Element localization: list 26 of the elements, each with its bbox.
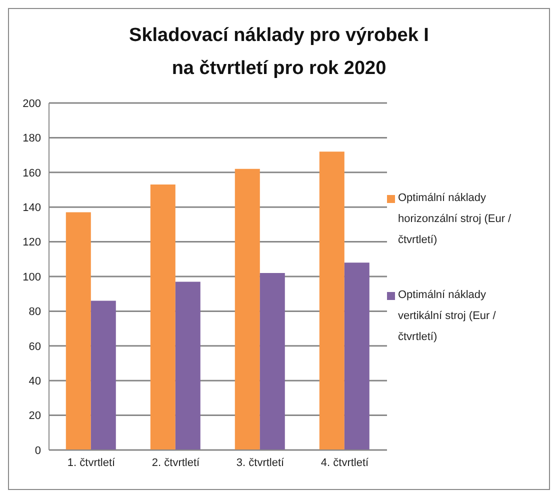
- y-tick-label: 140: [22, 202, 41, 214]
- bar: [260, 273, 285, 450]
- y-tick-label: 60: [28, 340, 41, 353]
- legend-label: Optimální náklady vertikální stroj (Eur / čtvrtletí): [398, 288, 497, 345]
- legend-label: Optimální náklady horizonzální stroj (Eur / čtvrtletí): [398, 191, 512, 248]
- x-tick-label: 4. čtvrtletí: [320, 456, 370, 469]
- bar: [150, 184, 176, 450]
- bar: [234, 168, 260, 450]
- y-tick-label: 160: [22, 167, 41, 180]
- y-tick-label: 120: [22, 236, 41, 249]
- y-tick-label: 100: [22, 271, 41, 284]
- bar: [66, 212, 91, 450]
- bar: [175, 282, 200, 450]
- x-tick-label: 2. čtvrtletí: [152, 456, 201, 469]
- bar: [319, 152, 344, 450]
- y-tick-label: 20: [28, 410, 41, 422]
- y-tick-label: 200: [22, 98, 41, 110]
- x-tick-label: 3. čtvrtletí: [236, 456, 286, 469]
- y-tick-label: 0: [34, 444, 41, 457]
- chart-title: Skladovací náklady pro výrobek I na čtvrtletí pro rok 2020: [129, 24, 429, 81]
- bar: [90, 300, 116, 450]
- y-tick-label: 180: [22, 132, 41, 145]
- y-tick-label: 40: [28, 376, 41, 388]
- y-tick-label: 80: [28, 306, 41, 318]
- bar: [344, 262, 370, 450]
- x-tick-label: 1. čtvrtletí: [67, 456, 116, 469]
